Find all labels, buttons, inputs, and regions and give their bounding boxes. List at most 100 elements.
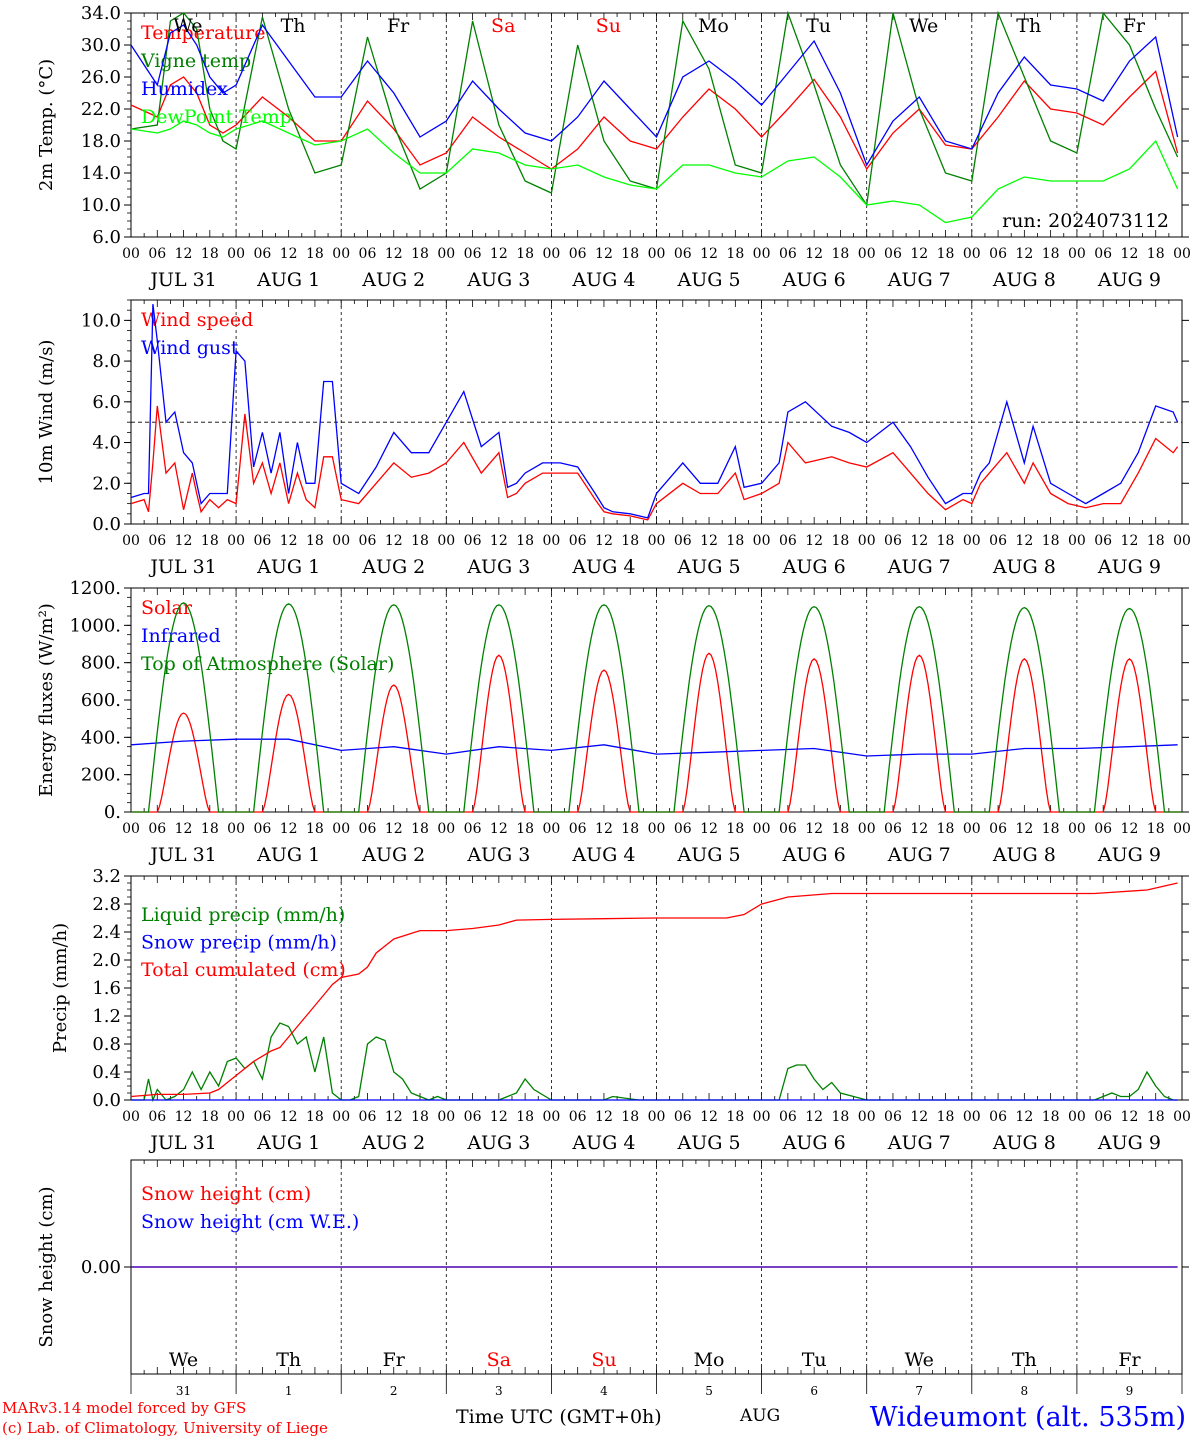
hour-label: 06: [253, 1109, 271, 1125]
hour-label: 06: [253, 821, 271, 837]
date-label: AUG 4: [571, 844, 635, 866]
hour-label: 00: [1173, 821, 1191, 837]
y-axis-title: 10m Wind (m/s): [36, 340, 57, 485]
hour-label: 06: [148, 246, 166, 262]
hour-label: 00: [1173, 1109, 1191, 1125]
hour-label: 06: [779, 533, 797, 549]
weekday-label: Fr: [1118, 1349, 1141, 1371]
hour-label: 12: [910, 533, 928, 549]
weekday-label: We: [169, 1349, 198, 1371]
hour-label: 18: [516, 246, 534, 262]
y-tick-label: 1200.: [69, 578, 121, 599]
date-label: AUG 7: [887, 844, 951, 866]
hour-label: 06: [464, 821, 482, 837]
day-number-label: 7: [915, 1384, 923, 1398]
y-tick-label: 0.0: [92, 514, 121, 535]
weekday-label: Sa: [487, 1349, 511, 1371]
y-tick-label: 0.0: [92, 1090, 121, 1111]
y-tick-label: 34.0: [81, 3, 121, 24]
day-number-label: 3: [495, 1384, 503, 1398]
hour-label: 00: [963, 533, 981, 549]
hour-label: 18: [306, 821, 324, 837]
y-tick-label: 1.6: [92, 978, 121, 999]
date-label: JUL 31: [148, 844, 216, 866]
hour-label: 00: [542, 533, 560, 549]
date-label: JUL 31: [148, 1132, 216, 1154]
y-tick-label: 10.0: [81, 310, 121, 331]
hour-label: 12: [595, 246, 613, 262]
hour-label: 06: [884, 533, 902, 549]
date-label: AUG 1: [256, 556, 320, 578]
y-tick-label: 4.0: [92, 433, 121, 454]
hour-label: 18: [832, 821, 850, 837]
hour-label: 06: [569, 533, 587, 549]
hour-label: 00: [753, 533, 771, 549]
hour-label: 18: [1042, 533, 1060, 549]
date-label: AUG 5: [677, 1132, 741, 1154]
hour-label: 06: [569, 1109, 587, 1125]
day-number-label: 5: [705, 1384, 713, 1398]
y-axis-title: Precip (mm/h): [50, 923, 71, 1053]
series-total-cumulated-cm: [130, 882, 1178, 1098]
weekday-label: Fr: [1123, 15, 1146, 37]
hour-label: 06: [359, 821, 377, 837]
hour-label: 12: [280, 246, 298, 262]
date-label: AUG 8: [992, 1132, 1056, 1154]
hour-label: 00: [227, 246, 245, 262]
series-humidex: [130, 23, 1179, 167]
hour-label: 00: [122, 821, 140, 837]
hour-label: 06: [148, 533, 166, 549]
hour-label: 06: [989, 1109, 1007, 1125]
date-label: AUG 2: [361, 1132, 425, 1154]
hour-label: 00: [858, 821, 876, 837]
hour-label: 18: [832, 1109, 850, 1125]
hour-label: 06: [569, 246, 587, 262]
panel-1: 6.0 10.0 14.0 18.0 22.0 26.0 30.0 34.0 2m Temp. …: [36, 3, 1191, 291]
y-tick-label: 200.: [81, 765, 121, 786]
date-label: AUG 3: [466, 844, 530, 866]
hour-label: 00: [648, 246, 666, 262]
legend-liquid-precip-mm-h: Liquid precip (mm/h): [141, 904, 345, 926]
hour-label: 06: [253, 246, 271, 262]
date-label: AUG 7: [887, 269, 951, 291]
hour-label: 00: [1068, 533, 1086, 549]
legend-top-of-atmosphere-solar: Top of Atmosphere (Solar): [141, 653, 394, 675]
hour-label: 00: [1068, 1109, 1086, 1125]
hour-label: 18: [411, 1109, 429, 1125]
hour-label: 06: [569, 821, 587, 837]
hour-label: 00: [542, 821, 560, 837]
hour-label: 12: [490, 1109, 508, 1125]
hour-label: 00: [858, 1109, 876, 1125]
hour-label: 06: [253, 533, 271, 549]
day-number-label: 8: [1021, 1384, 1029, 1398]
panel-4: 0.0 0.4 0.8 1.2 1.6 2.0 2.4 2.8 3.2 Precip (mm/h)…: [50, 866, 1191, 1154]
y-tick-label: 2.0: [92, 473, 121, 494]
date-label: AUG 6: [782, 844, 846, 866]
hour-label: 00: [122, 1109, 140, 1125]
y-tick-label: 26.0: [81, 67, 121, 88]
month-label: AUG: [740, 1406, 781, 1426]
panel-frame: [130, 587, 1183, 813]
date-label: AUG 4: [571, 269, 635, 291]
legend-dewpoint-temp: DewPoint Temp: [141, 106, 292, 128]
weekday-label: Sa: [491, 15, 515, 37]
hour-label: 18: [937, 246, 955, 262]
panel-3: 0. 200. 400. 600. 800. 1000. 1200. Energy fluxe…: [36, 578, 1191, 866]
hour-label: 00: [332, 533, 350, 549]
weekday-label: We: [909, 15, 938, 37]
date-label: AUG 8: [992, 556, 1056, 578]
series-liquid-precip-mm-h: [131, 1022, 1178, 1103]
y-tick-label: 800.: [81, 653, 121, 674]
station-name: Wideumont (alt. 535m): [869, 1402, 1186, 1433]
weekday-label: Th: [281, 15, 306, 37]
y-tick-label: 0.8: [92, 1034, 121, 1055]
hour-label: 12: [385, 246, 403, 262]
weekday-label: Su: [596, 15, 621, 37]
hour-label: 00: [542, 246, 560, 262]
hour-label: 12: [1121, 533, 1139, 549]
y-tick-label: 1.2: [92, 1006, 121, 1027]
date-label: AUG 1: [256, 844, 320, 866]
hour-label: 00: [437, 246, 455, 262]
hour-label: 18: [726, 533, 744, 549]
weekday-label: Fr: [387, 15, 410, 37]
